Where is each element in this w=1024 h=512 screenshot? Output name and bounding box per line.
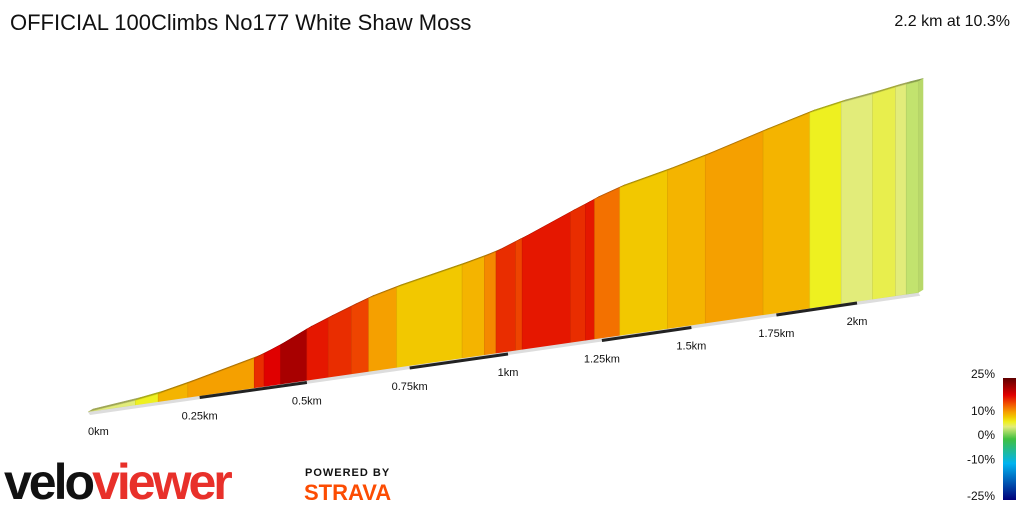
powered-by: POWERED BY bbox=[305, 467, 390, 479]
colorbar-tick-label: 10% bbox=[971, 404, 995, 418]
end-face bbox=[918, 78, 924, 293]
gradient-segment bbox=[667, 155, 706, 331]
colorbar-tick-label: 0% bbox=[978, 428, 996, 442]
x-tick-label: 1km bbox=[498, 367, 519, 379]
chart-subtitle: 2.2 km at 10.3% bbox=[894, 13, 1010, 30]
gradient-segment bbox=[495, 241, 516, 356]
colorbar-tick-label: -25% bbox=[967, 489, 995, 503]
gradient-segment bbox=[327, 306, 352, 379]
tick-band bbox=[409, 352, 509, 370]
gradient-segment bbox=[368, 287, 398, 374]
gradient-segment bbox=[840, 93, 873, 305]
gradient-segment bbox=[280, 328, 308, 386]
gradient-segment bbox=[521, 211, 571, 352]
gradient-segment bbox=[704, 131, 764, 325]
colorbar-tick-label: -10% bbox=[967, 453, 995, 467]
colorbar-tick-label: 25% bbox=[971, 367, 995, 381]
x-tick-label: 1.75km bbox=[758, 328, 794, 340]
x-tick-label: 0.75km bbox=[392, 381, 428, 393]
gradient-segment bbox=[895, 83, 907, 297]
x-tick-label: 2km bbox=[847, 316, 868, 328]
gradient-segment bbox=[594, 187, 621, 341]
gradient-segment bbox=[570, 203, 586, 345]
gradient-segment bbox=[515, 238, 523, 353]
gradient-segment bbox=[619, 170, 668, 338]
gradient-segment bbox=[585, 198, 595, 343]
tick-band bbox=[776, 301, 858, 317]
gradient-segment bbox=[461, 256, 485, 360]
tick-band bbox=[601, 326, 692, 342]
x-tick-label: 0.5km bbox=[292, 395, 322, 407]
gradient-segment bbox=[872, 86, 896, 301]
tick-band bbox=[199, 381, 308, 399]
chart-title: OFFICIAL 100Climbs No177 White Shaw Moss bbox=[10, 10, 471, 35]
logo-right: viewer bbox=[92, 454, 232, 510]
logo: veloviewer bbox=[4, 454, 232, 510]
strava-logo: STRAVA bbox=[304, 480, 391, 505]
gradient-segment bbox=[263, 344, 281, 388]
colorbar bbox=[1003, 378, 1016, 500]
gradient-segment bbox=[306, 317, 329, 382]
x-tick-label: 0km bbox=[88, 426, 109, 438]
gradient-segment bbox=[253, 353, 265, 390]
x-tick-label: 0.25km bbox=[182, 410, 218, 422]
logo-left: velo bbox=[4, 454, 94, 510]
gradient-segment bbox=[762, 112, 811, 317]
gradient-segment bbox=[809, 102, 842, 310]
gradient-segment bbox=[484, 251, 497, 357]
gradient-segment bbox=[351, 297, 369, 376]
x-tick-label: 1.5km bbox=[676, 340, 706, 352]
x-tick-label: 1.25km bbox=[584, 353, 620, 365]
gradient-segment bbox=[905, 80, 919, 295]
gradient-segment bbox=[396, 264, 463, 370]
